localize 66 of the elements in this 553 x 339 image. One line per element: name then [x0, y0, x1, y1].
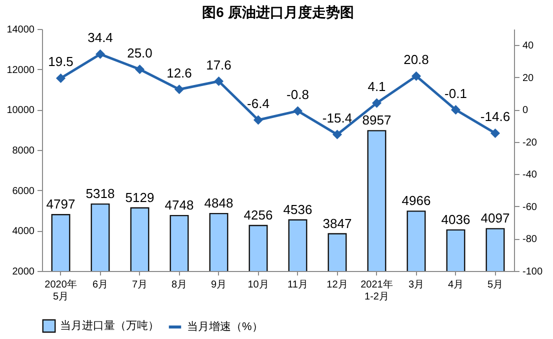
- legend-label: 当月进口量（万吨）: [60, 319, 159, 332]
- point: [254, 116, 263, 124]
- point: [56, 74, 66, 83]
- point: [96, 50, 105, 59]
- y2-tick-label: 0: [522, 105, 528, 116]
- data-label: 5318: [86, 186, 115, 202]
- x-tick-label: 6月: [92, 280, 108, 290]
- x-tick-label: 7月: [132, 280, 148, 290]
- data-label: -14.6: [480, 109, 510, 124]
- data-label: 4966: [402, 193, 431, 208]
- y-tick-label: 10000: [6, 105, 35, 116]
- point: [372, 98, 382, 108]
- y2-tick-label: -80: [522, 234, 538, 246]
- data-label: -0.1: [444, 86, 467, 101]
- data-label: 4256: [244, 208, 273, 223]
- y2-tick-label: -40: [522, 170, 538, 181]
- chart-title: 图6 原油进口月度走势图: [202, 4, 354, 20]
- legend-label: 当月增速（%）: [187, 320, 263, 333]
- point: [135, 64, 144, 74]
- y2-tick-label: 40: [522, 40, 534, 52]
- y2-tick-label: -60: [522, 202, 538, 213]
- data-label: 8957: [362, 112, 392, 128]
- point: [293, 106, 302, 116]
- x-tick-label: 5月: [487, 280, 504, 290]
- data-label: -6.4: [247, 96, 270, 111]
- y-tick-label: 14000: [6, 24, 35, 36]
- y-tick-label: 8000: [12, 146, 35, 156]
- data-label: 4536: [283, 202, 312, 217]
- y2-tick-label: -20: [522, 137, 538, 148]
- y2-tick-label: 20: [522, 72, 534, 84]
- x-tick-label: 2020年 5月: [44, 278, 77, 302]
- y-tick-label: 2000: [12, 266, 35, 278]
- data-label: 34.4: [88, 30, 113, 46]
- data-label: -0.8: [286, 86, 309, 102]
- point: [490, 128, 500, 138]
- data-label: 17.6: [206, 57, 232, 72]
- y-tick-label: 4000: [12, 226, 35, 238]
- data-label: 25.0: [127, 45, 152, 60]
- y-tick-label: 12000: [6, 64, 35, 76]
- y2-tick-label: -100: [522, 266, 543, 278]
- data-label: 4748: [164, 198, 194, 213]
- point: [332, 130, 342, 139]
- data-label: -15.4: [322, 110, 352, 126]
- data-label: 4848: [204, 196, 234, 211]
- x-tick-label: 4月: [448, 280, 464, 290]
- data-label: 12.6: [166, 65, 192, 80]
- x-tick-label: 10月: [248, 280, 269, 290]
- point: [214, 76, 224, 86]
- point: [451, 105, 460, 114]
- data-label: 4097: [480, 210, 510, 226]
- x-tick-label: 12月: [326, 280, 348, 290]
- y-tick-label: 6000: [12, 186, 35, 197]
- data-label: 4797: [46, 196, 76, 212]
- data-label: 19.5: [48, 54, 74, 70]
- x-tick-label: 2021年 1-2月: [360, 278, 393, 302]
- data-label: 4.1: [368, 79, 386, 94]
- x-tick-label: 11月: [288, 280, 308, 290]
- x-tick-label: 3月: [408, 280, 424, 290]
- data-label: 5129: [125, 190, 154, 205]
- point: [174, 84, 184, 94]
- data-label: 4036: [441, 212, 470, 227]
- data-label: 3847: [322, 216, 352, 231]
- x-tick-label: 9月: [210, 280, 227, 290]
- x-tick-label: 8月: [171, 280, 188, 290]
- point: [412, 72, 421, 80]
- data-label: 20.8: [404, 52, 429, 68]
